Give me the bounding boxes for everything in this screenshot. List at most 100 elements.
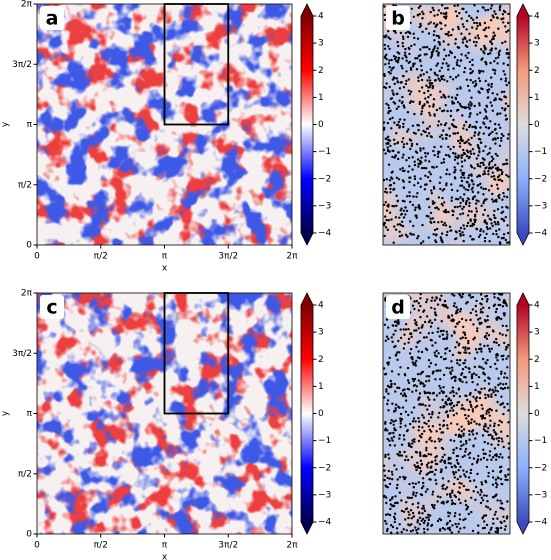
particle [496, 400, 499, 404]
particle [402, 328, 405, 331]
particle [479, 343, 482, 346]
particle [445, 172, 448, 176]
particle [455, 306, 458, 309]
particle [452, 151, 455, 155]
particle [425, 53, 428, 56]
particle [461, 368, 465, 371]
particle [479, 311, 483, 314]
particle [394, 56, 398, 59]
particle [459, 201, 462, 205]
particle [417, 397, 420, 400]
particle [429, 319, 432, 322]
particle [463, 176, 466, 179]
particle [460, 372, 464, 375]
particle [417, 124, 420, 127]
y-tick-label: π [27, 120, 33, 130]
particle [496, 154, 499, 157]
particle [506, 386, 510, 389]
particle [482, 50, 485, 53]
particle [428, 428, 431, 431]
particle [390, 437, 393, 440]
particle [438, 181, 441, 184]
particle [408, 93, 412, 96]
particle [475, 396, 479, 399]
particle [455, 392, 458, 395]
particle [440, 389, 443, 393]
particle [493, 220, 496, 224]
particle [386, 486, 389, 489]
particle [488, 450, 492, 453]
particle [390, 127, 393, 130]
particle [490, 159, 494, 163]
particle [507, 409, 510, 412]
particle [408, 165, 411, 168]
particle [471, 308, 475, 311]
particle [444, 466, 448, 469]
particle [451, 123, 454, 127]
particle [479, 488, 483, 492]
particle [442, 74, 445, 78]
particle [441, 4, 444, 7]
particle [434, 311, 437, 314]
particle [426, 176, 430, 179]
particle [467, 210, 471, 213]
particle [487, 411, 491, 414]
colorbar-tick-label: −3 [534, 490, 547, 500]
particle [484, 115, 488, 118]
particle [383, 464, 386, 467]
particle [501, 107, 504, 110]
particle [467, 422, 471, 426]
particle [417, 350, 420, 353]
particle [425, 422, 428, 425]
particle [485, 225, 489, 229]
particle [433, 45, 437, 48]
particle [393, 142, 396, 146]
particle [425, 315, 429, 318]
particle [424, 347, 428, 350]
particle [438, 36, 441, 39]
particle [425, 27, 428, 30]
particle [493, 340, 496, 344]
particle [469, 479, 472, 483]
particle [499, 506, 502, 510]
particle [501, 41, 504, 45]
particle [446, 398, 450, 402]
particle [457, 27, 460, 31]
particle [409, 68, 413, 71]
particle [490, 47, 493, 50]
particle [445, 62, 448, 65]
particle [490, 4, 494, 7]
particle [418, 516, 422, 519]
x-tick-label: 3π/2 [218, 252, 238, 262]
particle [466, 56, 469, 60]
particle [400, 509, 404, 513]
particle [441, 526, 445, 530]
particle [507, 456, 510, 459]
particle [487, 306, 491, 310]
particle [389, 187, 392, 191]
particle [433, 145, 436, 149]
colorbar-extend-top [301, 4, 313, 16]
particle [498, 196, 501, 200]
particle [500, 421, 503, 424]
particle [457, 522, 460, 526]
particle [402, 74, 405, 78]
particle [503, 386, 507, 390]
particle [387, 142, 390, 145]
particle [501, 358, 505, 361]
x-axis-label: x [162, 264, 168, 274]
particle [453, 56, 457, 59]
colorbar-tick-label: −2 [534, 174, 547, 184]
particle [393, 121, 396, 124]
particle [460, 184, 464, 187]
particle [409, 66, 413, 70]
particle [393, 464, 396, 467]
particle [466, 214, 470, 217]
particle [490, 222, 493, 225]
particle [473, 420, 476, 423]
particle [476, 329, 479, 333]
particle [383, 5, 386, 8]
particle [406, 387, 409, 391]
particle [383, 203, 386, 206]
particle [496, 483, 499, 486]
